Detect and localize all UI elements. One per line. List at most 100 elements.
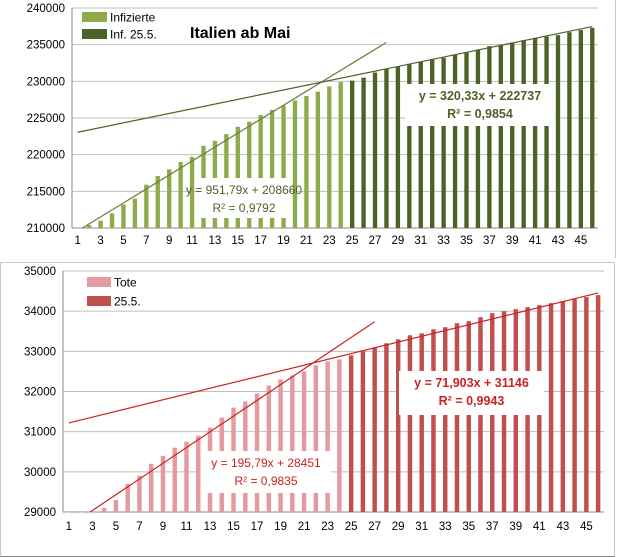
- bar: [395, 339, 401, 512]
- trendline-r2: R² = 0,9943: [439, 394, 505, 408]
- bar: [372, 347, 377, 512]
- bar: [442, 327, 448, 512]
- x-tick-label: 35: [460, 235, 473, 247]
- chart-title: Italien ab Mai: [190, 25, 290, 42]
- legend-label: Infizierte: [110, 11, 156, 25]
- trendline-r2: R² = 0,9835: [234, 474, 297, 488]
- bar: [301, 371, 307, 512]
- bar: [407, 335, 413, 512]
- bar: [395, 66, 401, 229]
- y-tick-label: 235000: [27, 40, 65, 52]
- y-tick-label: 31000: [24, 427, 56, 439]
- x-tick-label: 37: [486, 521, 499, 533]
- bar: [578, 30, 584, 228]
- x-tick-label: 3: [97, 235, 103, 247]
- bar: [475, 49, 481, 228]
- x-tick-label: 23: [323, 235, 336, 247]
- bar: [349, 80, 355, 228]
- bar: [510, 42, 515, 228]
- y-tick-label: 33000: [24, 346, 56, 358]
- bar: [466, 321, 471, 512]
- chart-tote: 29000 30000 31000 32000 33000 34000 35000 1 3 5 7 9…: [0, 262, 615, 557]
- bar: [338, 82, 343, 228]
- x-tick-label: 31: [414, 235, 427, 247]
- bar: [113, 499, 119, 512]
- x-tick-label: 45: [580, 521, 593, 533]
- bar: [548, 303, 554, 512]
- bar: [290, 375, 295, 512]
- bar: [487, 46, 492, 229]
- x-tick-label: 39: [506, 235, 519, 247]
- trendline-r2: R² = 0,9792: [212, 201, 275, 215]
- x-tick-label: 25: [345, 521, 358, 533]
- x-tick-label: 1: [66, 521, 72, 533]
- trendline-equation: y = 951,79x + 208660: [186, 183, 302, 197]
- trendline-label-box: [399, 371, 544, 415]
- bar: [278, 379, 283, 512]
- bar: [189, 156, 195, 228]
- x-tick-label: 17: [251, 521, 264, 533]
- trendline-label-box: [200, 178, 288, 218]
- bar: [247, 121, 252, 228]
- trendline: [82, 41, 387, 229]
- bar: [441, 57, 446, 228]
- trendline: [77, 25, 593, 133]
- x-tick-label: 17: [254, 235, 267, 247]
- x-tick-label: 7: [143, 235, 149, 247]
- x-tick-label: 13: [209, 235, 222, 247]
- trendline-equation: y = 320,33x + 222737: [419, 89, 541, 103]
- bar: [75, 228, 80, 229]
- bar: [315, 91, 321, 228]
- bar: [430, 59, 435, 229]
- x-tick-label: 11: [186, 235, 198, 247]
- x-tick-label: 23: [321, 521, 334, 533]
- bar: [137, 475, 142, 512]
- bar: [235, 126, 240, 228]
- bar: [532, 38, 538, 228]
- y-tick-label: 230000: [27, 76, 65, 88]
- x-tick-label: 39: [509, 521, 522, 533]
- trendline-equation: y = 195,79x + 28451: [211, 456, 321, 470]
- bar: [452, 54, 458, 228]
- bar: [196, 435, 201, 512]
- x-tick-label: 5: [120, 235, 126, 247]
- legend-swatch: [82, 12, 107, 22]
- y-tick-label: 32000: [24, 387, 56, 399]
- x-tick-label: 9: [160, 521, 166, 533]
- bar: [595, 295, 601, 512]
- trendline: [68, 292, 599, 424]
- x-tick-label: 19: [274, 521, 287, 533]
- bar: [132, 198, 138, 228]
- bar: [292, 100, 298, 228]
- chart-infizierte-svg: 210000 215000 220000 225000 230000 235000 2400…: [27, 3, 598, 247]
- x-tick-label: 27: [368, 521, 381, 533]
- x-tick-label: 21: [300, 235, 313, 247]
- x-tick-label: 43: [556, 521, 569, 533]
- bar: [90, 512, 95, 513]
- bar: [419, 333, 424, 512]
- x-tick-label: 3: [89, 521, 95, 533]
- bar: [590, 27, 595, 228]
- bar: [544, 36, 549, 228]
- bar: [144, 184, 149, 228]
- y-tick-label: 29000: [24, 507, 56, 519]
- x-tick-label: 7: [136, 521, 142, 533]
- legend-label: Inf. 25.5.: [110, 28, 157, 42]
- x-tick-label: 19: [277, 235, 290, 247]
- x-tick-label: 33: [439, 521, 452, 533]
- x-tick-label: 37: [483, 235, 496, 247]
- bar: [567, 32, 572, 229]
- x-tick-label: 29: [391, 235, 404, 247]
- x-tick-label: 31: [415, 521, 428, 533]
- bar: [584, 297, 589, 512]
- bar: [266, 385, 272, 512]
- y-tick-label: 35000: [24, 266, 56, 278]
- x-tick-label: 45: [574, 235, 587, 247]
- bar: [327, 86, 332, 228]
- bar: [325, 361, 330, 512]
- bar: [454, 323, 460, 512]
- y-tick-label: 215000: [27, 186, 65, 198]
- x-tick-label: 43: [552, 235, 565, 247]
- bar: [521, 40, 526, 229]
- x-tick-label: 5: [113, 521, 119, 533]
